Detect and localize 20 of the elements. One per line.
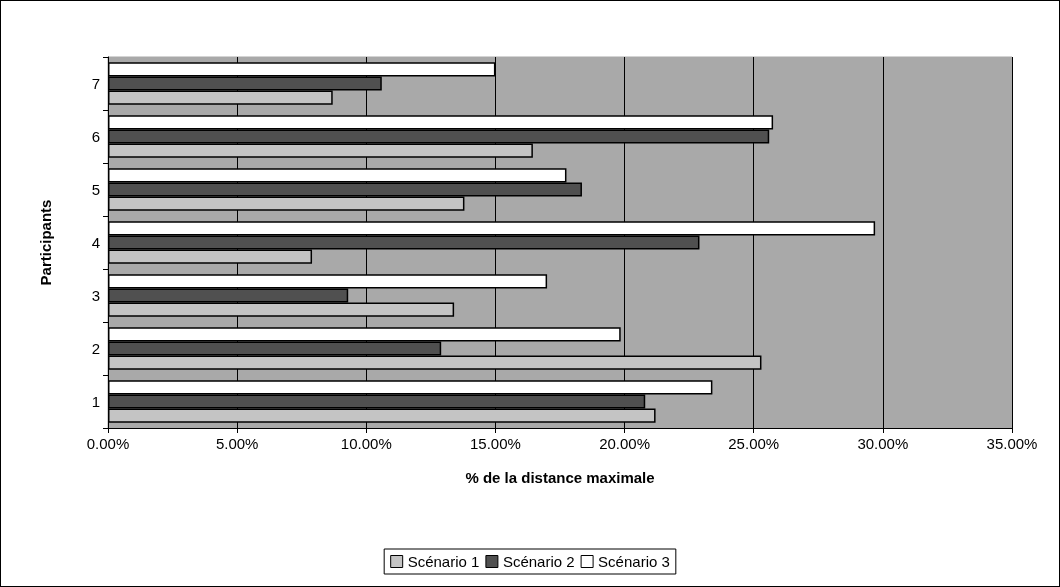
x-tick-label: 15.00%: [469, 435, 521, 452]
legend-label: Scénario 3: [598, 553, 670, 570]
legend-label: Scénario 2: [502, 553, 575, 570]
y-tick-label: 6: [91, 128, 100, 145]
y-tick-label: 3: [91, 287, 100, 304]
legend-label: Scénario 1: [407, 553, 480, 570]
y-tick-label: 5: [91, 181, 100, 198]
y-tick-label: 2: [91, 340, 100, 357]
y-tick-label: 7: [91, 75, 100, 92]
x-tick-label: 0.00%: [86, 435, 130, 452]
x-axis-title: % de la distance maximale: [465, 469, 655, 486]
y-tick-label: 4: [91, 234, 100, 251]
x-tick-label: 30.00%: [857, 435, 909, 452]
x-tick-label: 10.00%: [340, 435, 392, 452]
x-tick-label: 35.00%: [986, 435, 1038, 452]
y-tick-label: 1: [91, 393, 100, 410]
x-tick-label: 20.00%: [599, 435, 651, 452]
x-tick-label: 5.00%: [215, 435, 259, 452]
x-tick-label: 25.00%: [728, 435, 780, 452]
y-axis-title: Participants: [37, 199, 54, 286]
